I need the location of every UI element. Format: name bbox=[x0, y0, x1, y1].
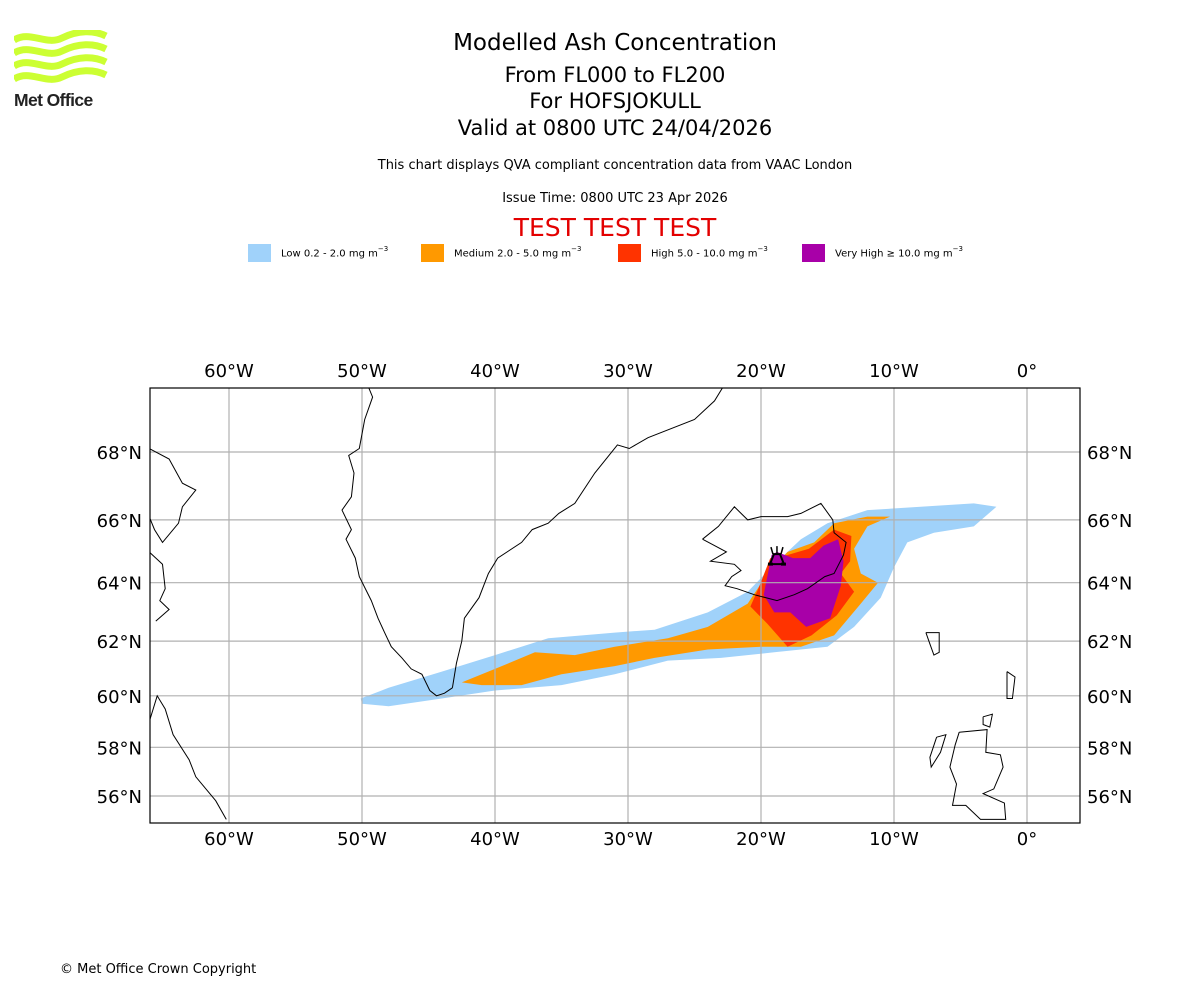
legend-label-low: Low 0.2 - 2.0 mg m−3 bbox=[281, 245, 389, 260]
legend-label-very-high: Very High ≥ 10.0 mg m−3 bbox=[835, 245, 963, 260]
test-banner: TEST TEST TEST bbox=[513, 213, 717, 242]
lat-tick-label-left: 68°N bbox=[97, 443, 142, 464]
met-office-logo: Met Office bbox=[12, 28, 110, 112]
coastline-greenland-west bbox=[341, 388, 453, 697]
coastline-hebrides bbox=[929, 733, 947, 769]
lon-tick-label-bottom: 10°W bbox=[869, 829, 919, 850]
legend-item-very-high: Very High ≥ 10.0 mg m−3 bbox=[802, 244, 963, 262]
lon-tick-label-bottom: 20°W bbox=[736, 829, 786, 850]
lon-tick-label-bottom: 30°W bbox=[603, 829, 653, 850]
map-frame bbox=[149, 387, 1081, 824]
volcano-marker bbox=[767, 546, 786, 566]
copyright: © Met Office Crown Copyright bbox=[60, 962, 257, 977]
lat-tick-label-right: 64°N bbox=[1087, 574, 1132, 595]
legend-label-high: High 5.0 - 10.0 mg m−3 bbox=[651, 245, 768, 260]
coastline-baffin-north bbox=[150, 448, 197, 544]
lat-tick-label-left: 56°N bbox=[97, 787, 142, 808]
met-office-waves-icon bbox=[12, 28, 108, 83]
logo-wave bbox=[12, 28, 108, 44]
lat-tick-label-right: 68°N bbox=[1087, 443, 1132, 464]
lat-tick-label-right: 62°N bbox=[1087, 632, 1132, 653]
volcano-name: For HOFSJOKULL bbox=[529, 89, 701, 113]
lat-tick-label-right: 58°N bbox=[1087, 738, 1132, 759]
legend-swatch-very-high bbox=[802, 244, 825, 262]
lon-tick-label-bottom: 60°W bbox=[204, 829, 254, 850]
logo-wave bbox=[12, 54, 108, 70]
lat-tick-label-left: 60°N bbox=[97, 687, 142, 708]
logo-wave bbox=[12, 67, 108, 83]
lon-tick-label-top: 40°W bbox=[470, 361, 520, 382]
gridlines bbox=[150, 388, 1080, 823]
legend-label-medium: Medium 2.0 - 5.0 mg m−3 bbox=[454, 245, 582, 260]
lon-tick-label-bottom: 40°W bbox=[470, 829, 520, 850]
subtitle: This chart displays QVA compliant concen… bbox=[377, 158, 853, 173]
valid-time: Valid at 0800 UTC 24/04/2026 bbox=[457, 116, 773, 140]
lon-tick-label-top: 20°W bbox=[736, 361, 786, 382]
coastline-shetland bbox=[1006, 671, 1016, 699]
lon-tick-label-top: 0° bbox=[1017, 361, 1037, 382]
lat-tick-label-right: 66°N bbox=[1087, 511, 1132, 532]
lon-tick-label-top: 50°W bbox=[337, 361, 387, 382]
coastlines bbox=[150, 388, 1016, 820]
legend-swatch-medium bbox=[421, 244, 444, 262]
flight-levels: From FL000 to FL200 bbox=[504, 63, 726, 87]
legend-swatch-high bbox=[618, 244, 641, 262]
coastline-baffin-south bbox=[150, 551, 170, 622]
lat-tick-label-left: 62°N bbox=[97, 632, 142, 653]
legend: Low 0.2 - 2.0 mg m−3 Medium 2.0 - 5.0 mg… bbox=[0, 244, 1200, 264]
axis-labels: 60°W 60°W 50°W 50°W 40°W 40°W 30°W 30°W 20°W 20°W… bbox=[97, 361, 1133, 850]
coastline-iceland bbox=[702, 502, 847, 602]
coastline-scotland bbox=[949, 729, 1007, 820]
lat-tick-label-left: 64°N bbox=[97, 574, 142, 595]
coastline-greenland-east bbox=[451, 388, 723, 688]
legend-item-low: Low 0.2 - 2.0 mg m−3 bbox=[248, 244, 388, 262]
legend-item-medium: Medium 2.0 - 5.0 mg m−3 bbox=[421, 244, 581, 262]
lon-tick-label-bottom: 50°W bbox=[337, 829, 387, 850]
ash-layer bbox=[360, 503, 997, 707]
legend-item-high: High 5.0 - 10.0 mg m−3 bbox=[618, 244, 768, 262]
logo-text: Met Office bbox=[14, 90, 93, 110]
coastline-labrador bbox=[150, 694, 227, 820]
lon-tick-label-top: 30°W bbox=[603, 361, 653, 382]
lat-tick-label-right: 56°N bbox=[1087, 787, 1132, 808]
lat-tick-label-left: 66°N bbox=[97, 511, 142, 532]
volcano-icon bbox=[767, 546, 786, 566]
lon-tick-label-top: 10°W bbox=[869, 361, 919, 382]
coastline-orkney bbox=[982, 713, 994, 728]
ash-region-low bbox=[360, 503, 997, 707]
lon-tick-label-top: 60°W bbox=[204, 361, 254, 382]
issue-time: Issue Time: 0800 UTC 23 Apr 2026 bbox=[502, 191, 728, 206]
chart-title: Modelled Ash Concentration bbox=[453, 30, 777, 56]
lat-tick-label-left: 58°N bbox=[97, 738, 142, 759]
legend-swatch-low bbox=[248, 244, 271, 262]
lat-tick-label-right: 60°N bbox=[1087, 687, 1132, 708]
logo-wave bbox=[12, 41, 108, 57]
coastline-faroe bbox=[925, 632, 940, 656]
lon-tick-label-bottom: 0° bbox=[1017, 829, 1037, 850]
